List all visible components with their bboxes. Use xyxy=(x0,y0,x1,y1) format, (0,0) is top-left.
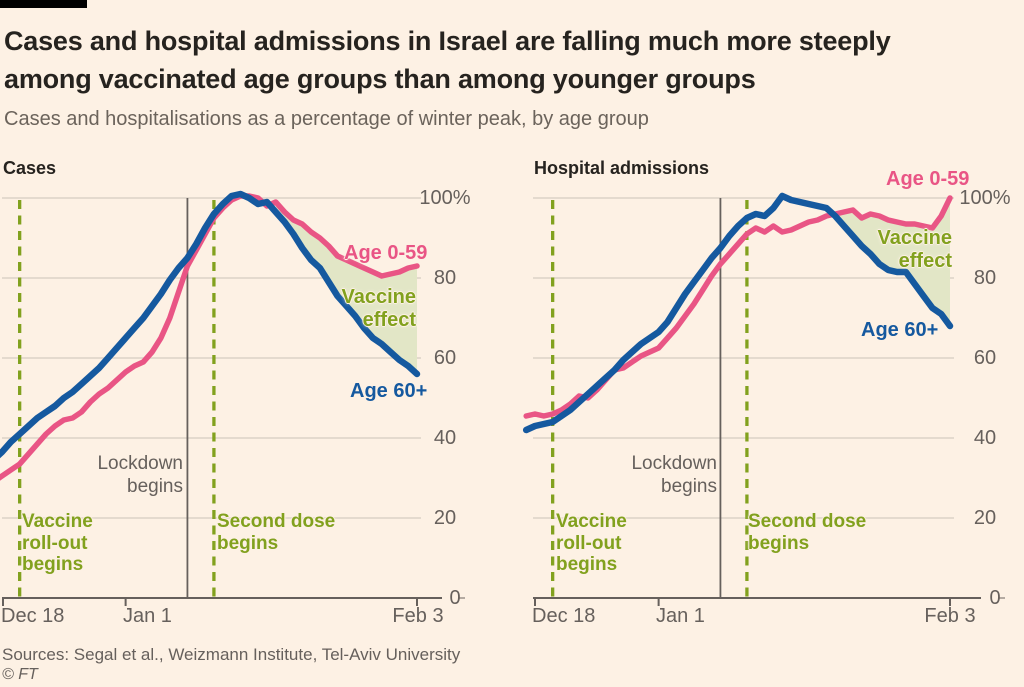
hospital-xtick-feb3: Feb 3 xyxy=(924,605,976,627)
cases-xtick-jan1: Jan 1 xyxy=(123,605,172,627)
cases-lockdown-label: Lockdown begins xyxy=(97,453,183,497)
sources-line: Sources: Segal et al., Weizmann Institut… xyxy=(2,645,461,664)
cases-xtick-feb3: Feb 3 xyxy=(392,605,444,627)
page-subtitle: Cases and hospitalisations as a percenta… xyxy=(4,108,649,130)
cases-ytick-60: 60 xyxy=(433,347,457,369)
hospital-xtick-dec18: Dec 18 xyxy=(532,605,596,627)
cases-chart-title: Cases xyxy=(3,158,57,178)
cases-ytick-0: 0 xyxy=(449,587,461,609)
hospital-ytick-20: 20 xyxy=(973,507,997,529)
cases-chart xyxy=(0,190,465,606)
page-title-line2: among vaccinated age groups than among y… xyxy=(4,64,756,94)
hospital-vaccine-effect-label: Vaccine effect xyxy=(877,227,952,272)
cases-ytick-20: 20 xyxy=(433,507,457,529)
page-title-line1: Cases and hospital admissions in Israel … xyxy=(4,26,891,56)
hospital-ytick-40: 40 xyxy=(973,427,997,449)
cases-ytick-40: 40 xyxy=(433,427,457,449)
cases-age-0-59-label: Age 0-59 xyxy=(344,242,428,264)
age-60-line xyxy=(522,192,954,434)
age-0-59-line xyxy=(0,193,420,481)
cases-vaccine-effect-label: Vaccine effect xyxy=(341,286,416,331)
vaccine-effect-area xyxy=(835,198,950,326)
hospital-ytick-60: 60 xyxy=(973,347,997,369)
cases-ytick-100: 100% xyxy=(419,187,471,209)
hospital-ytick-100: 100% xyxy=(959,187,1011,209)
hospital-lockdown-label: Lockdown begins xyxy=(631,453,717,497)
hospital-xtick-jan1: Jan 1 xyxy=(656,605,705,627)
hospital-admissions-chart xyxy=(522,192,1005,606)
cases-ytick-80: 80 xyxy=(433,267,457,289)
ft-copyright: © FT xyxy=(2,666,38,683)
hospital-ytick-0: 0 xyxy=(989,587,1001,609)
hospital-age-60-label: Age 60+ xyxy=(861,319,939,341)
accent-bar xyxy=(0,0,87,8)
vaccine-effect-area xyxy=(275,202,417,374)
hospital-vaccine-rollout-label: Vaccine roll-out begins xyxy=(556,511,627,575)
hospital-second-dose-label: Second dose begins xyxy=(748,511,867,554)
age-60-line xyxy=(0,190,421,459)
cases-age-60-label: Age 60+ xyxy=(350,380,428,402)
hospital-age-0-59-label: Age 0-59 xyxy=(886,168,970,190)
cases-vaccine-rollout-label: Vaccine roll-out begins xyxy=(22,511,93,575)
hospital-ytick-80: 80 xyxy=(973,267,997,289)
cases-xtick-dec18: Dec 18 xyxy=(1,605,65,627)
cases-second-dose-label: Second dose begins xyxy=(217,511,336,554)
hospital-chart-title: Hospital admissions xyxy=(534,158,710,178)
